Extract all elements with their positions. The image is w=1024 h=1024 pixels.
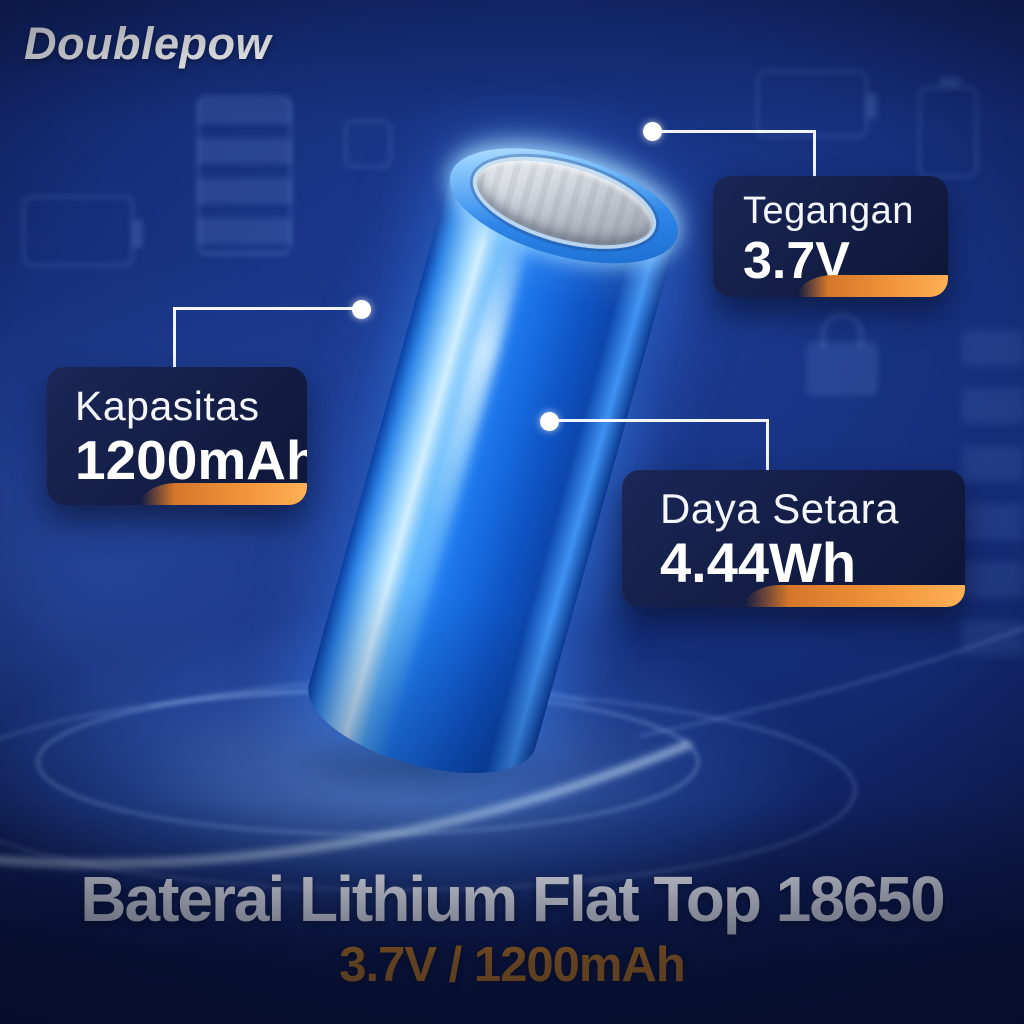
spec-label: Tegangan xyxy=(743,190,914,232)
spec-label: Daya Setara xyxy=(660,485,899,532)
spec-value: 4.44Wh xyxy=(660,531,857,594)
battery-icon xyxy=(22,195,143,267)
square-panel-icon xyxy=(344,120,392,168)
brand-logo: Doublepow xyxy=(24,18,271,69)
battery-nub xyxy=(133,220,143,248)
spec-badge-tegangan: Tegangan 3.7V xyxy=(713,176,948,297)
callout-line xyxy=(173,307,355,310)
footer-block: Baterai Lithium Flat Top 18650 3.7V / 12… xyxy=(0,864,1024,992)
battery-level-icon xyxy=(197,95,292,255)
callout-line xyxy=(173,307,176,369)
orange-swoosh-accent xyxy=(797,275,948,297)
orange-swoosh-accent xyxy=(745,585,965,607)
spec-badge-kapasitas: Kapasitas 1200mAh xyxy=(47,367,307,505)
callout-line xyxy=(556,419,769,422)
product-specs-subtitle: 3.7V / 1200mAh xyxy=(339,938,686,992)
product-title: Baterai Lithium Flat Top 18650 xyxy=(80,863,945,935)
battery-icon xyxy=(756,70,877,138)
battery-nub xyxy=(867,93,877,119)
callout-line xyxy=(766,419,769,472)
padlock-icon xyxy=(806,342,878,396)
spec-badge-daya: Daya Setara 4.44Wh xyxy=(622,470,965,607)
callout-line xyxy=(813,130,816,178)
spec-label: Kapasitas xyxy=(75,383,260,429)
battery-icon xyxy=(918,77,978,178)
battery-nub xyxy=(939,77,961,86)
orange-swoosh-accent xyxy=(140,483,307,505)
callout-line xyxy=(658,130,816,133)
battery-level-icon xyxy=(962,330,1024,660)
spec-value: 1200mAh xyxy=(75,429,307,491)
